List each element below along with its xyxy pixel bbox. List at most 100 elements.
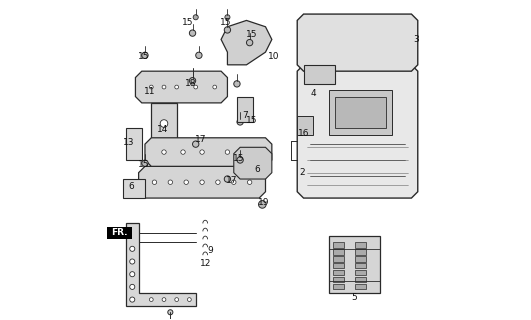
Text: 13: 13 <box>123 138 134 147</box>
Bar <box>355 263 366 268</box>
Text: FR.: FR. <box>112 228 128 237</box>
Circle shape <box>232 180 236 184</box>
Bar <box>107 227 132 239</box>
Text: 15: 15 <box>245 30 257 39</box>
Polygon shape <box>126 128 142 160</box>
Bar <box>333 277 344 283</box>
Circle shape <box>130 297 135 302</box>
Text: 4: 4 <box>310 89 316 98</box>
Circle shape <box>187 298 191 301</box>
Text: 15: 15 <box>138 160 149 169</box>
Circle shape <box>190 77 196 84</box>
Polygon shape <box>145 138 272 166</box>
Polygon shape <box>329 90 392 135</box>
Polygon shape <box>151 103 177 144</box>
Polygon shape <box>304 65 335 84</box>
Bar <box>333 243 344 248</box>
Text: 14: 14 <box>157 125 168 134</box>
Text: 17: 17 <box>226 176 238 185</box>
Text: 15: 15 <box>220 18 232 27</box>
Circle shape <box>152 180 157 184</box>
Bar <box>333 284 344 289</box>
Circle shape <box>190 30 196 36</box>
Circle shape <box>181 150 185 154</box>
Text: 6: 6 <box>255 165 260 174</box>
Circle shape <box>130 284 135 289</box>
Circle shape <box>247 180 252 184</box>
Bar <box>355 256 366 261</box>
Polygon shape <box>234 147 272 179</box>
Circle shape <box>142 160 148 166</box>
Circle shape <box>237 119 243 125</box>
Bar <box>333 250 344 254</box>
Bar <box>355 243 366 248</box>
Circle shape <box>175 298 178 301</box>
Circle shape <box>246 39 253 46</box>
Polygon shape <box>237 97 253 122</box>
Circle shape <box>149 85 153 89</box>
Polygon shape <box>221 20 272 65</box>
Text: 18: 18 <box>185 79 196 88</box>
Circle shape <box>162 298 166 301</box>
Circle shape <box>130 259 135 264</box>
Circle shape <box>175 85 178 89</box>
Polygon shape <box>126 223 196 306</box>
Bar <box>333 270 344 276</box>
Text: 9: 9 <box>207 246 213 255</box>
Polygon shape <box>335 97 386 128</box>
Circle shape <box>259 201 266 208</box>
Text: 15: 15 <box>233 154 244 163</box>
Polygon shape <box>135 71 227 103</box>
Text: 17: 17 <box>195 135 206 144</box>
Circle shape <box>196 52 202 59</box>
Circle shape <box>193 141 199 147</box>
Bar <box>355 250 366 254</box>
Circle shape <box>168 310 173 315</box>
Circle shape <box>225 150 229 154</box>
Polygon shape <box>297 65 418 198</box>
Circle shape <box>194 85 198 89</box>
Circle shape <box>234 81 240 87</box>
Bar <box>333 256 344 261</box>
Circle shape <box>142 52 148 59</box>
Text: 2: 2 <box>299 168 305 177</box>
Text: 5: 5 <box>352 293 357 302</box>
Circle shape <box>237 157 243 163</box>
Circle shape <box>200 150 204 154</box>
Polygon shape <box>123 179 145 198</box>
Text: 11: 11 <box>144 87 156 96</box>
Circle shape <box>225 15 230 20</box>
Text: 15: 15 <box>182 18 193 27</box>
Text: 7: 7 <box>242 111 248 120</box>
Bar <box>355 284 366 289</box>
Polygon shape <box>139 166 266 198</box>
Circle shape <box>216 180 220 184</box>
Bar <box>355 277 366 283</box>
Circle shape <box>184 180 189 184</box>
Circle shape <box>193 15 198 20</box>
Polygon shape <box>297 116 313 135</box>
Text: 10: 10 <box>268 52 279 61</box>
Circle shape <box>213 85 217 89</box>
Circle shape <box>162 150 166 154</box>
Circle shape <box>162 85 166 89</box>
Polygon shape <box>329 236 380 293</box>
Text: 3: 3 <box>413 35 419 44</box>
Circle shape <box>130 272 135 277</box>
Text: 16: 16 <box>298 129 310 138</box>
Text: 12: 12 <box>200 259 211 268</box>
Circle shape <box>244 150 249 154</box>
Text: 6: 6 <box>129 182 134 191</box>
Circle shape <box>224 27 230 33</box>
Text: 15: 15 <box>138 52 149 61</box>
Circle shape <box>224 176 230 182</box>
Bar <box>333 263 344 268</box>
Text: 19: 19 <box>258 198 270 207</box>
Circle shape <box>200 180 204 184</box>
Circle shape <box>149 298 153 301</box>
Circle shape <box>160 120 168 127</box>
Bar <box>355 270 366 276</box>
Text: 15: 15 <box>245 116 257 125</box>
Circle shape <box>168 180 173 184</box>
Circle shape <box>130 246 135 252</box>
